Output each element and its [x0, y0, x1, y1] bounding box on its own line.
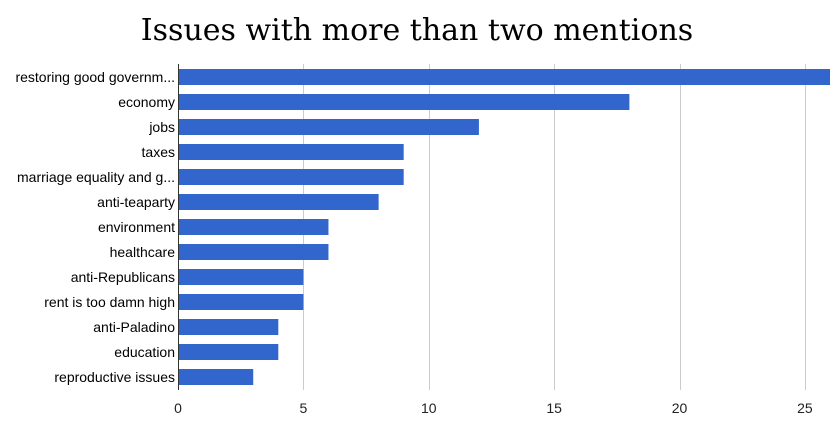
bar	[178, 269, 304, 285]
bars	[178, 69, 830, 385]
category-label: education	[114, 344, 175, 360]
category-label: environment	[98, 219, 175, 235]
x-axis-ticks: 0 5 10 15 20 25	[174, 400, 813, 416]
x-tick-label: 20	[672, 400, 688, 416]
x-tick-label: 5	[299, 400, 307, 416]
gridlines	[303, 64, 806, 390]
x-tick-label: 0	[174, 400, 182, 416]
category-label: taxes	[142, 144, 175, 160]
bar	[178, 94, 630, 110]
bar	[178, 144, 404, 160]
category-label: economy	[118, 94, 175, 110]
bar	[178, 319, 279, 335]
bar	[178, 194, 379, 210]
x-tick-label: 25	[797, 400, 813, 416]
category-label: anti-Paladino	[93, 319, 175, 335]
bar	[178, 69, 830, 85]
bar	[178, 294, 304, 310]
bar	[178, 219, 329, 235]
category-label: rent is too damn high	[44, 294, 175, 310]
category-label: anti-teaparty	[97, 194, 175, 210]
category-labels: restoring good governm... economy jobs taxe…	[15, 69, 175, 385]
category-label: jobs	[148, 119, 175, 135]
bar	[178, 244, 329, 260]
bar	[178, 169, 404, 185]
bar	[178, 119, 479, 135]
category-label: healthcare	[110, 244, 176, 260]
category-label: anti-Republicans	[71, 269, 175, 285]
category-label: marriage equality and g...	[17, 169, 175, 185]
x-tick-label: 15	[546, 400, 562, 416]
category-label: reproductive issues	[54, 369, 175, 385]
bar	[178, 369, 254, 385]
category-label: restoring good governm...	[15, 69, 175, 85]
bar	[178, 344, 279, 360]
chart-title: Issues with more than two mentions	[141, 13, 693, 48]
x-tick-label: 10	[421, 400, 437, 416]
